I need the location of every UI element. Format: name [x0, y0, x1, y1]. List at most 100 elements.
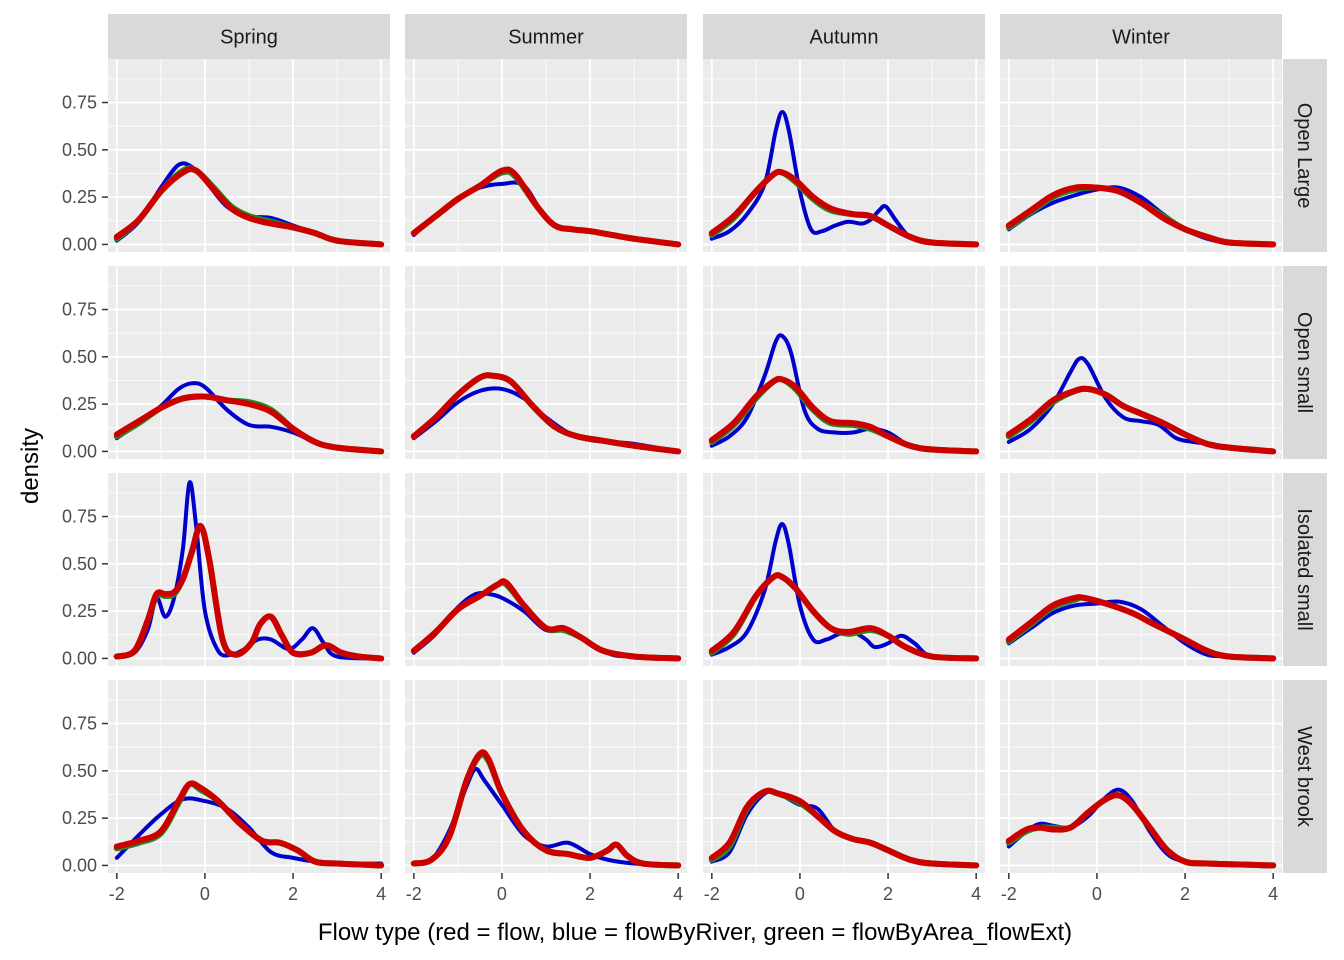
y-tick-label: 0.50: [62, 140, 97, 160]
x-tick-label: 4: [971, 884, 981, 904]
axes: 0.00 0.25 0.50 0.75 0.00 0.25 0.50 0.75 0.00 0.25…: [62, 93, 1278, 904]
panel-west-brook-summer: [405, 680, 687, 873]
strip-background: [1283, 473, 1327, 666]
panel-isolated-small-spring: [108, 473, 390, 666]
panel-open-small-summer: [405, 266, 687, 459]
density-lines: [410, 578, 682, 662]
density-lines: [113, 381, 385, 455]
density-line-red: [708, 787, 980, 869]
x-tick-label: 2: [1180, 884, 1190, 904]
density-line-red: [708, 572, 980, 662]
y-tick-label: 0.00: [62, 234, 97, 254]
panel-open-small-winter: [1000, 266, 1282, 459]
x-tick-label: 0: [200, 884, 210, 904]
panel-open-large-summer: [405, 59, 687, 252]
y-tick-label: 0.75: [62, 507, 97, 527]
density-line-red: [410, 749, 682, 869]
density-lines: [410, 166, 682, 248]
panel-open-large-autumn: [703, 59, 985, 252]
strip-background: [1283, 680, 1327, 873]
y-tick-label: 0.00: [62, 648, 97, 668]
x-axis-title: Flow type (red = flow, blue = flowByRive…: [318, 919, 1072, 946]
y-tick-label: 0.25: [62, 187, 97, 207]
x-tick-label: -2: [406, 884, 422, 904]
y-tick-label: 0.00: [62, 441, 97, 461]
density-line-red: [1005, 183, 1277, 248]
x-tick-label: 4: [1268, 884, 1278, 904]
density-line-red: [410, 166, 682, 248]
column-strip-autumn: Autumn: [703, 14, 985, 59]
density-lines: [708, 787, 980, 869]
row-strip-isolated-small: Isolated small: [1283, 473, 1327, 666]
x-tick-label: -2: [109, 884, 125, 904]
y-tick-label: 0.75: [62, 93, 97, 113]
density-lines: [410, 372, 682, 455]
density-line-red: [1005, 385, 1277, 455]
density-line-red: [410, 372, 682, 455]
x-tick-label: -2: [704, 884, 720, 904]
row-strip-label: Open small: [1293, 312, 1315, 413]
panel-open-small-spring: [108, 266, 390, 459]
density-line-blue: [114, 480, 384, 661]
column-strip-label: Autumn: [810, 27, 879, 49]
row-strip-open-large: Open Large: [1283, 59, 1327, 252]
x-tick-label: 2: [288, 884, 298, 904]
density-lines: [708, 333, 980, 455]
panel-open-large-spring: [108, 59, 390, 252]
density-line-red: [1005, 792, 1277, 869]
column-strip-summer: Summer: [405, 14, 687, 59]
density-line-red: [1005, 594, 1277, 662]
facet-panels: [108, 59, 1282, 873]
y-tick-label: 0.25: [62, 808, 97, 828]
density-line-red: [410, 578, 682, 662]
column-strip-spring: Spring: [108, 14, 390, 59]
x-tick-label: -2: [1001, 884, 1017, 904]
density-line-blue: [709, 522, 979, 661]
row-strip-label: West brook: [1293, 726, 1315, 828]
density-lines: [410, 749, 682, 869]
x-tick-label: 0: [497, 884, 507, 904]
y-axis-title: density: [17, 428, 44, 504]
panel-open-large-winter: [1000, 59, 1282, 252]
density-lines: [1005, 594, 1277, 662]
density-lines: [113, 480, 385, 662]
x-tick-label: 0: [1092, 884, 1102, 904]
density-line-red: [708, 168, 980, 248]
panel-west-brook-winter: [1000, 680, 1282, 873]
y-tick-label: 0.25: [62, 394, 97, 414]
y-tick-label: 0.50: [62, 347, 97, 367]
strip-background: [405, 14, 687, 59]
row-strip-label: Isolated small: [1293, 508, 1315, 630]
x-tick-label: 2: [585, 884, 595, 904]
panel-isolated-small-summer: [405, 473, 687, 666]
row-strip-west-brook: West brook: [1283, 680, 1327, 873]
y-tick-label: 0.75: [62, 300, 97, 320]
density-lines: [1005, 787, 1277, 869]
x-tick-label: 4: [376, 884, 386, 904]
x-tick-label: 0: [795, 884, 805, 904]
y-tick-label: 0.00: [62, 855, 97, 875]
strip-background: [1283, 266, 1327, 459]
density-line-red: [113, 780, 385, 869]
column-strip-label: Winter: [1112, 27, 1170, 49]
density-line-red: [113, 166, 385, 248]
strip-background: [703, 14, 985, 59]
column-strip-winter: Winter: [1000, 14, 1282, 59]
y-tick-label: 0.75: [62, 714, 97, 734]
density-line-red: [708, 375, 980, 455]
y-tick-label: 0.25: [62, 601, 97, 621]
density-lines: [708, 522, 980, 662]
density-line-red: [113, 522, 385, 662]
column-strip-label: Spring: [220, 27, 278, 49]
y-tick-label: 0.50: [62, 761, 97, 781]
row-strip-label: Open Large: [1293, 103, 1315, 209]
density-lines: [113, 780, 385, 869]
facet-strips: Spring Summer Autumn Winter Open Large Open s…: [108, 14, 1327, 873]
strip-background: [1283, 59, 1327, 252]
panel-west-brook-autumn: [703, 680, 985, 873]
density-lines: [1005, 356, 1277, 455]
panel-isolated-small-winter: [1000, 473, 1282, 666]
panel-open-small-autumn: [703, 266, 985, 459]
x-tick-label: 4: [673, 884, 683, 904]
